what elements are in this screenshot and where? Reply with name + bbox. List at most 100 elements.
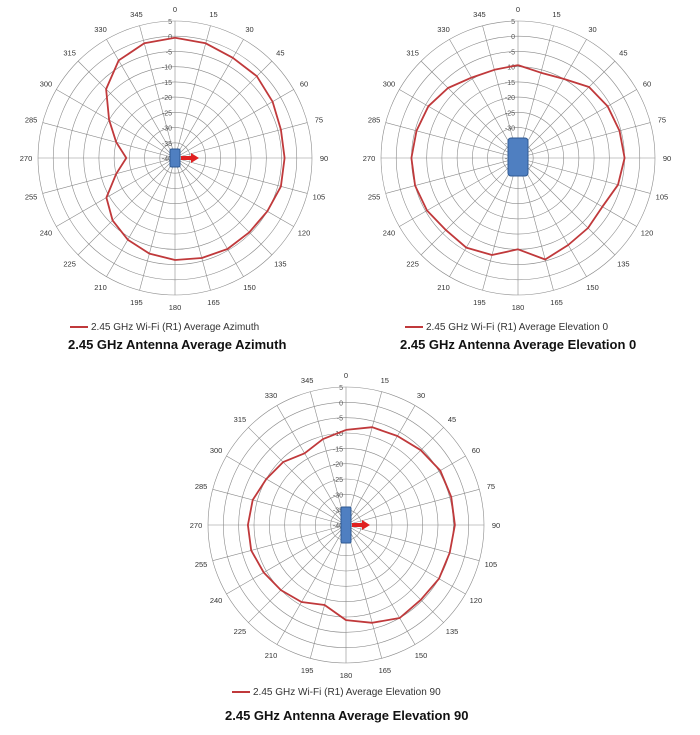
legend-line-swatch [70,326,88,329]
angle-tick-label: 30 [245,25,253,34]
grid-spoke [517,60,616,159]
angle-tick-label: 45 [448,415,456,424]
angle-tick-label: 300 [383,80,396,89]
radial-tick-label: -20 [162,95,172,102]
grid-spoke [309,391,347,526]
grid-spoke [517,25,554,159]
angle-tick-label: 165 [207,298,220,307]
grid-spoke [139,25,176,159]
angle-tick-label: 240 [40,229,53,238]
angle-tick-label: 285 [195,482,208,491]
grid-spoke [226,524,347,595]
angle-tick-label: 300 [40,80,53,89]
angle-tick-label: 90 [320,154,328,163]
angle-tick-label: 120 [470,596,483,605]
grid-spoke [482,157,519,291]
grid-spoke [345,524,480,562]
grid-spoke [345,524,444,623]
chart-title-elevation-0: 2.45 GHz Antenna Average Elevation 0 [400,337,637,352]
angle-tick-label: 180 [169,303,182,312]
radial-tick-label: -15 [162,80,172,87]
angle-tick-label: 165 [379,666,392,675]
grid-spoke [174,157,308,194]
angle-tick-label: 210 [437,283,450,292]
angle-tick-label: 255 [25,193,38,202]
radial-tick-label: -35 [162,141,172,148]
angle-tick-label: 240 [383,229,396,238]
angle-tick-label: 90 [492,521,500,530]
grid-spoke [517,157,587,277]
grid-spoke [385,157,519,194]
radial-tick-label: -25 [162,110,172,117]
angle-tick-label: 285 [25,115,38,124]
legend-line-swatch [232,691,250,694]
angle-tick-label: 330 [94,25,107,34]
direction-arrow-icon [181,153,199,163]
series-line [410,64,626,261]
grid-spoke [174,25,211,159]
angle-tick-label: 225 [406,259,419,268]
antenna-icon [340,506,352,544]
grid-spoke [174,122,308,159]
angle-tick-label: 225 [234,627,247,636]
angle-tick-label: 270 [20,154,33,163]
radial-tick-label: 0 [339,400,343,407]
chart-title-azimuth: 2.45 GHz Antenna Average Azimuth [68,337,287,352]
angle-tick-label: 135 [274,259,287,268]
radial-tick-label: -10 [333,431,343,438]
grid-spoke [56,157,176,227]
grid-spoke [345,488,480,526]
grid-spoke [345,524,416,645]
grid-spoke [482,25,519,159]
grid-spoke [345,524,466,595]
radial-tick-label: -20 [505,95,515,102]
grid-spoke [42,157,176,194]
angle-tick-label: 45 [619,49,627,58]
grid-spoke [420,60,519,159]
direction-arrow-icon [352,520,370,530]
grid-spoke [449,157,519,277]
legend-label-azimuth: 2.45 GHz Wi-Fi (R1) Average Azimuth [91,322,260,333]
angle-tick-label: 75 [658,115,666,124]
grid-spoke [517,157,651,194]
grid-spoke [248,524,347,623]
series-line [105,36,286,261]
angle-tick-label: 105 [656,193,669,202]
grid-spoke [77,157,176,256]
radial-tick-label: -5 [509,49,515,56]
angle-tick-label: 210 [265,651,278,660]
grid-spoke [174,60,273,159]
radial-tick-label: -10 [505,65,515,72]
radial-tick-label: 5 [339,385,343,392]
angle-tick-label: 105 [313,193,326,202]
grid-spoke [309,524,347,659]
grid-spoke [248,427,347,526]
chart-azimuth: 0 15 30 45 60 75 90 105 120 135 150 165 180 195 210 225… [0,0,350,360]
angle-tick-label: 285 [368,115,381,124]
chart-elevation-0: 0 15 30 45 60 75 90 105 120 135 150 165 180 195 210 225… [345,0,700,360]
angle-tick-label: 315 [234,415,247,424]
angle-tick-label: 15 [209,10,217,19]
angle-tick-label: 330 [265,391,278,400]
grid-spoke [345,455,466,526]
grid-spoke [212,524,347,562]
radial-tick-label: -5 [337,416,343,423]
angle-tick-label: 255 [368,193,381,202]
legend-elevation-0: 2.45 GHz Wi-Fi (R1) Average Elevation 0 [405,322,608,333]
grid-spoke [106,157,176,277]
radial-tick-label: -25 [333,477,343,484]
radial-tick-label: 0 [511,34,515,41]
grid-spoke [517,157,637,227]
angle-tick-label: 0 [173,5,177,14]
angle-tick-label: 195 [130,298,143,307]
grid-spoke [345,427,444,526]
angle-tick-label: 90 [663,154,671,163]
grid-spoke [174,157,244,277]
radial-tick-label: -30 [333,492,343,499]
angle-tick-label: 15 [381,376,389,385]
angle-tick-label: 225 [63,259,76,268]
grid-spoke [174,157,211,291]
angle-tick-label: 30 [588,25,596,34]
angle-tick-label: 180 [340,671,353,680]
angle-tick-label: 255 [195,560,208,569]
